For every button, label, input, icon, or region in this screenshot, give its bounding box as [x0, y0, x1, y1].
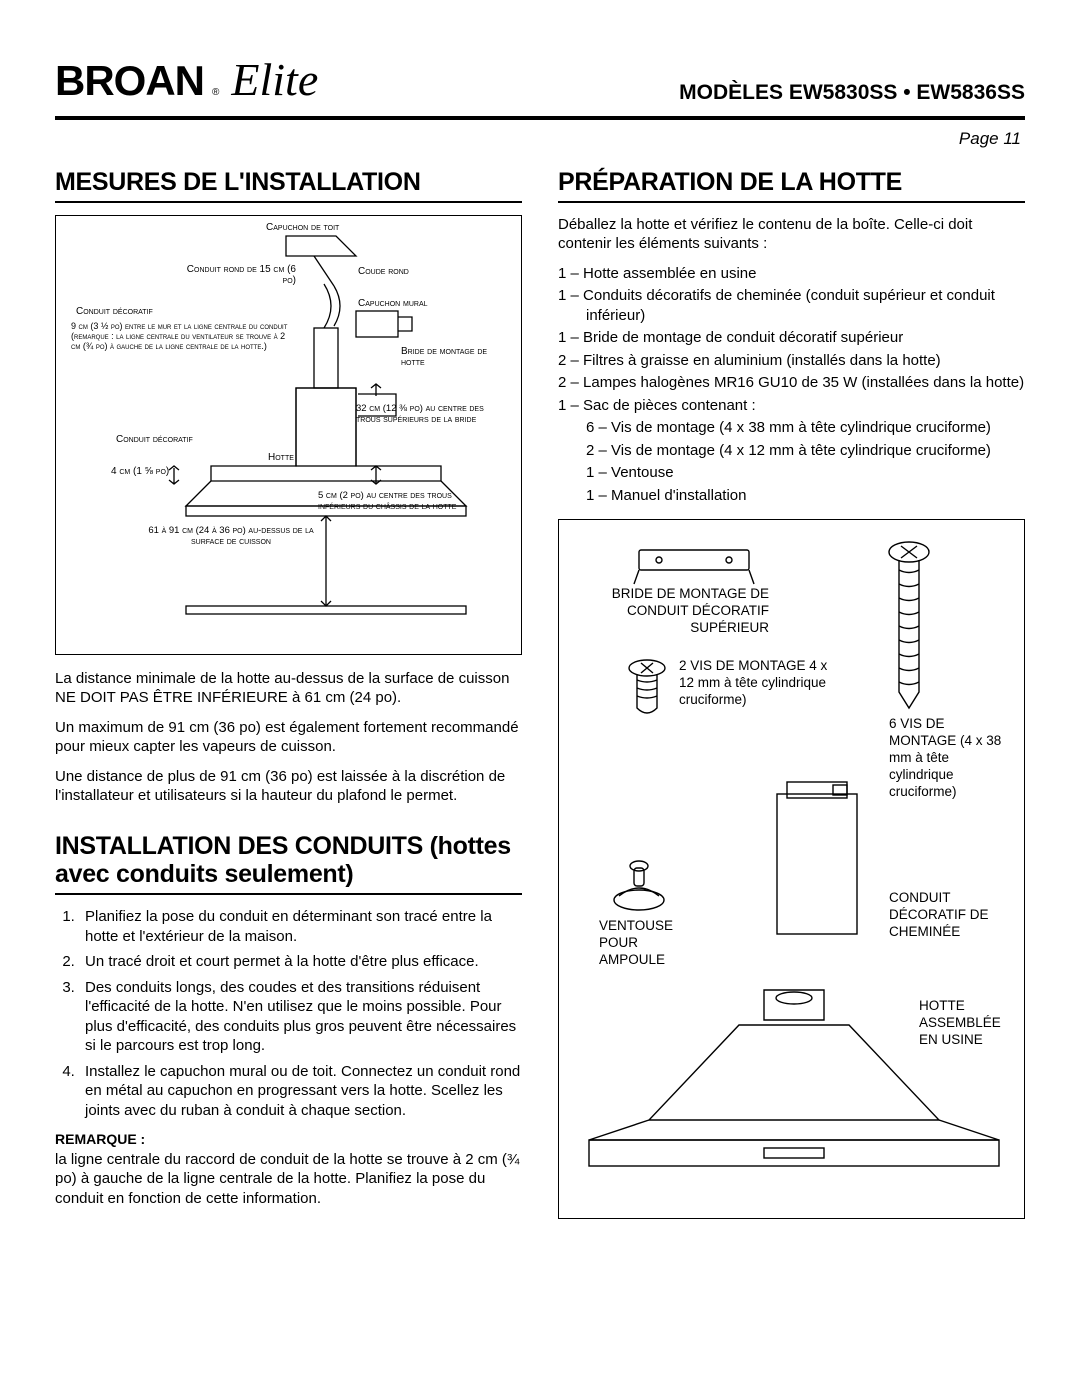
page-number: Page 11	[55, 128, 1025, 150]
label-cap-mural: CAPUCHON MURAL	[358, 298, 428, 310]
registered-mark: ®	[212, 86, 219, 99]
label-conduit-dec: CONDUIT DÉCORATIF	[76, 306, 153, 318]
page-header: BROAN ® Elite MODÈLES EW5830SS • EW5836SS	[55, 50, 1025, 120]
heading-prep: PRÉPARATION DE LA HOTTE	[558, 168, 1025, 203]
label-part-vis6: 6 VIS DE MONTAGE (4 x 38 mm à tête cylin…	[889, 716, 1009, 800]
label-coude: COUDE ROND	[358, 266, 409, 278]
left-column: MESURES DE L'INSTALLATION	[55, 168, 522, 1219]
prep-intro: Déballez la hotte et vérifiez le contenu…	[558, 215, 1025, 254]
label-part-hotte: HOTTE ASSEMBLÉE EN USINE	[919, 998, 1019, 1049]
install-step: Des conduits longs, des coudes et des tr…	[79, 978, 522, 1056]
prep-item: 1 – Hotte assemblée en usine	[558, 264, 1025, 284]
installation-diagram: CAPUCHON DE TOIT COUDE ROND CAPUCHON MUR…	[55, 215, 522, 655]
prep-subitem: 1 – Manuel d'installation	[558, 486, 1025, 506]
para-max-distance: Un maximum de 91 cm (36 po) est égalemen…	[55, 718, 522, 757]
prep-subitem: 6 – Vis de montage (4 x 38 mm à tête cyl…	[558, 418, 1025, 438]
label-part-vis2: 2 VIS DE MONTAGE 4 x 12 mm à tête cylind…	[679, 658, 829, 709]
label-part-bride: BRIDE DE MONTAGE DE CONDUIT DÉCORATIF SU…	[599, 586, 769, 637]
right-column: PRÉPARATION DE LA HOTTE Déballez la hott…	[558, 168, 1025, 1219]
label-hotte: HOTTE	[268, 452, 294, 464]
label-61-91: 61 À 91 CM (24 À 36 PO) AU-DESSUS DE LA …	[146, 526, 316, 548]
label-part-conduit: CONDUIT DÉCORATIF DE CHEMINÉE	[889, 890, 1009, 941]
prep-contents-list: 1 – Hotte assemblée en usine 1 – Conduit…	[558, 264, 1025, 506]
prep-subitem: 2 – Vis de montage (4 x 12 mm à tête cyl…	[558, 441, 1025, 461]
remark-para: REMARQUE : la ligne centrale du raccord …	[55, 1130, 522, 1208]
para-over-distance: Une distance de plus de 91 cm (36 po) es…	[55, 767, 522, 806]
remark-text: la ligne centrale du raccord de conduit …	[55, 1151, 519, 1207]
install-step: Un tracé droit et court permet à la hott…	[79, 952, 522, 972]
label-5cm: 5 CM (2 PO) AU CENTRE DES TROUS INFÉRIEU…	[318, 491, 488, 513]
label-9cm: 9 CM (3 ½ PO) ENTRE LE MUR ET LA LIGNE C…	[71, 321, 291, 352]
prep-item: 1 – Conduits décoratifs de cheminée (con…	[558, 286, 1025, 325]
label-conduit-dec2: CONDUIT DÉCORATIF	[116, 434, 193, 446]
heading-install-conduits: INSTALLATION DES CONDUITS (hottes avec c…	[55, 832, 522, 896]
label-part-ventouse: VENTOUSE POUR AMPOULE	[599, 918, 689, 969]
brand-main: BROAN	[55, 54, 204, 109]
prep-item: 1 – Sac de pièces contenant :	[558, 396, 1025, 416]
install-steps-list: Planifiez la pose du conduit en détermin…	[55, 907, 522, 1120]
brand-sub: Elite	[231, 50, 318, 110]
prep-item: 1 – Bride de montage de conduit décorati…	[558, 328, 1025, 348]
label-4cm: 4 CM (1 ⅝ PO)	[111, 466, 171, 478]
label-conduit-rond: CONDUIT ROND DE 15 CM (6 PO)	[186, 264, 296, 287]
label-bride: BRIDE DE MONTAGE DE HOTTE	[401, 346, 491, 369]
brand-block: BROAN ® Elite	[55, 50, 318, 110]
label-32cm: 32 CM (12 ⅜ PO) AU CENTRE DES TROUS SUPÉ…	[356, 404, 496, 426]
heading-measures: MESURES DE L'INSTALLATION	[55, 168, 522, 203]
prep-item: 2 – Filtres à graisse en aluminium (inst…	[558, 351, 1025, 371]
remark-label: REMARQUE :	[55, 1131, 145, 1147]
prep-subitem: 1 – Ventouse	[558, 463, 1025, 483]
install-step: Planifiez la pose du conduit en détermin…	[79, 907, 522, 946]
label-cap-toit: CAPUCHON DE TOIT	[266, 222, 339, 234]
models-label: MODÈLES EW5830SS • EW5836SS	[679, 79, 1025, 110]
two-column-layout: MESURES DE L'INSTALLATION	[55, 168, 1025, 1219]
prep-item: 2 – Lampes halogènes MR16 GU10 de 35 W (…	[558, 373, 1025, 393]
para-min-distance: La distance minimale de la hotte au-dess…	[55, 669, 522, 708]
parts-diagram: BRIDE DE MONTAGE DE CONDUIT DÉCORATIF SU…	[558, 519, 1025, 1219]
install-step: Installez le capuchon mural ou de toit. …	[79, 1062, 522, 1121]
